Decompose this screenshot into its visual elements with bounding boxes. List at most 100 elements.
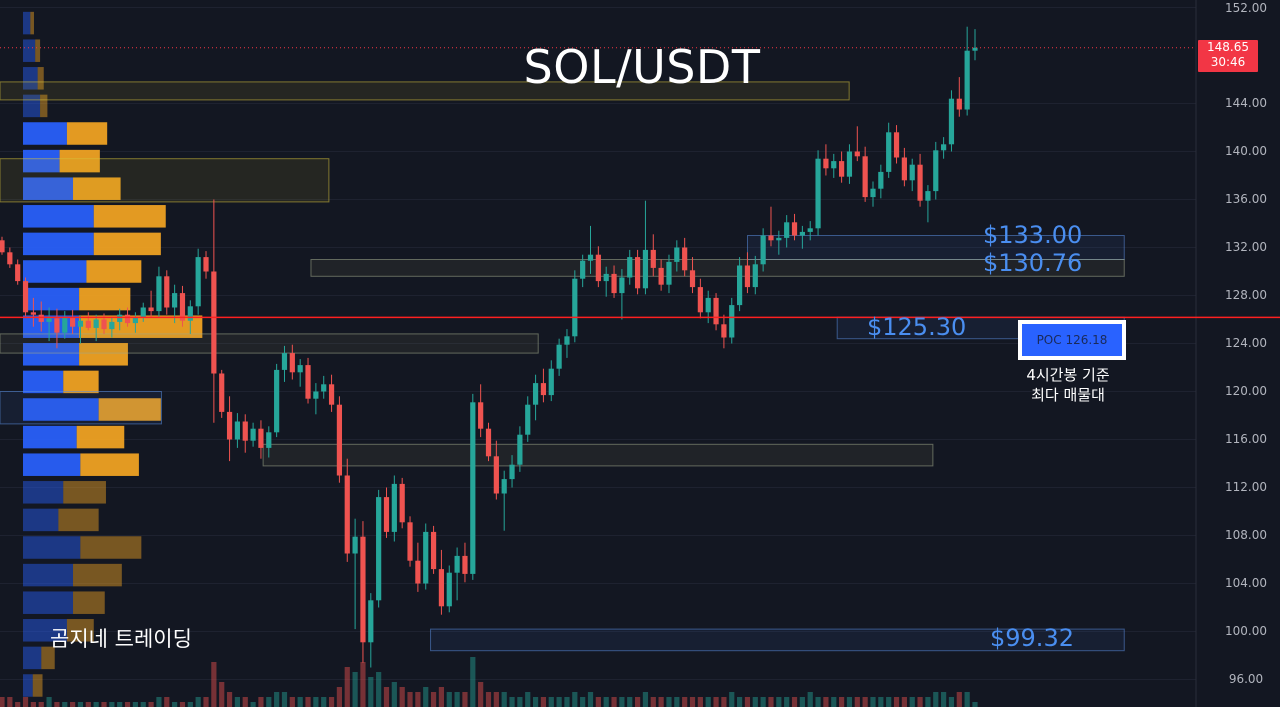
volume-bar — [572, 692, 578, 707]
volume-bar — [179, 702, 186, 707]
vp-buy-bar — [23, 370, 64, 394]
candle-body — [485, 428, 492, 457]
candle-body — [854, 151, 860, 157]
vp-buy-bar — [23, 260, 87, 283]
vp-buy-bar — [23, 11, 31, 35]
candle-body — [501, 479, 507, 494]
candle-body — [219, 373, 225, 412]
volume-bar — [878, 697, 884, 707]
volume-bar — [784, 697, 790, 707]
volume-bar — [736, 697, 743, 707]
volume-bar — [7, 697, 13, 707]
volume-bar — [634, 697, 641, 707]
volume-bar — [234, 697, 241, 707]
volume-bar — [666, 697, 672, 707]
y-tick-label: 128.00 — [1225, 288, 1267, 302]
candle-body — [689, 270, 696, 288]
candle-body — [344, 475, 350, 554]
volume-bar — [933, 692, 939, 707]
volume-bar — [132, 702, 138, 707]
y-tick-label: 124.00 — [1225, 336, 1267, 350]
volume-bar — [556, 697, 562, 707]
volume-profile — [23, 11, 203, 697]
volume-bar — [501, 692, 507, 707]
zone-box — [0, 158, 330, 203]
candle-body — [470, 402, 476, 574]
volume-bar — [532, 697, 539, 707]
volume-bar — [721, 697, 727, 707]
candle-body — [7, 252, 13, 265]
poc-box: POC 126.18 — [1018, 320, 1126, 360]
candle-body — [556, 344, 562, 369]
y-tick-label: 136.00 — [1225, 192, 1267, 206]
volume-bar — [124, 702, 131, 707]
vp-sell-bar — [66, 619, 94, 642]
volume-bar — [587, 692, 594, 707]
candle-body — [266, 432, 272, 448]
candle-body — [642, 249, 649, 289]
candle-body — [242, 421, 248, 441]
volume-bar — [54, 702, 60, 707]
volume-bar — [219, 682, 225, 707]
volume-bar — [925, 697, 931, 707]
volume-bar — [376, 672, 382, 707]
candle-body — [948, 98, 955, 145]
poc-label: POC 126.18 — [1022, 324, 1122, 356]
candle-body — [399, 483, 405, 523]
vp-buy-bar — [23, 536, 81, 559]
last-price-value: 148.65 — [1207, 40, 1249, 54]
volume-bar — [831, 697, 837, 707]
volume-bar — [289, 697, 295, 707]
candle-body — [124, 314, 131, 324]
volume-bar — [909, 697, 915, 707]
vp-sell-bar — [58, 508, 99, 532]
volume-bar — [705, 697, 711, 707]
bar-countdown: 30:46 — [1210, 55, 1246, 69]
volume-bar — [791, 697, 798, 707]
candle-body — [705, 297, 711, 313]
candle-body — [721, 324, 727, 338]
volume-bar — [564, 697, 570, 707]
candle-body — [164, 276, 170, 308]
candle-body — [941, 144, 947, 151]
note-line-2: 최다 매물대 — [1031, 386, 1105, 404]
candle-body — [886, 132, 892, 172]
y-tick-label: 120.00 — [1225, 384, 1267, 398]
level-label-125: $125.30 — [867, 313, 967, 341]
zone-box — [0, 81, 850, 101]
volume-bar — [15, 702, 21, 707]
volume-bar — [172, 702, 178, 707]
volume-bar — [281, 692, 288, 707]
candle-body — [478, 402, 484, 429]
volume-bar — [517, 697, 523, 707]
y-tick-label: 140.00 — [1225, 144, 1267, 158]
volume-bar — [744, 697, 751, 707]
volume-bar — [674, 697, 680, 707]
vp-sell-bar — [80, 536, 142, 559]
last-price-tag: 148.65 30:46 — [1198, 40, 1258, 72]
candle-body — [587, 254, 594, 261]
candle-body — [376, 497, 382, 601]
vp-sell-bar — [79, 287, 131, 311]
volume-bar — [713, 697, 719, 707]
volume-bar — [250, 702, 256, 707]
volume-bar — [391, 682, 397, 707]
candle-body — [517, 434, 523, 465]
volume-bar — [823, 697, 829, 707]
candle-body — [784, 222, 790, 238]
volume-bar — [242, 697, 248, 707]
vp-sell-bar — [59, 149, 100, 173]
vp-sell-bar — [93, 232, 161, 256]
volume-bar — [38, 702, 44, 707]
volume-bar — [383, 687, 390, 707]
volume-bar — [399, 687, 405, 707]
vp-sell-bar — [73, 177, 121, 200]
volume-bar — [595, 697, 601, 707]
candle-body — [729, 305, 735, 338]
y-tick-label: 112.00 — [1225, 480, 1267, 494]
candle-body — [415, 560, 421, 584]
volume-bar — [0, 697, 5, 707]
volume-bar — [344, 667, 350, 707]
candle-body — [532, 383, 539, 405]
candle-body — [101, 319, 107, 330]
